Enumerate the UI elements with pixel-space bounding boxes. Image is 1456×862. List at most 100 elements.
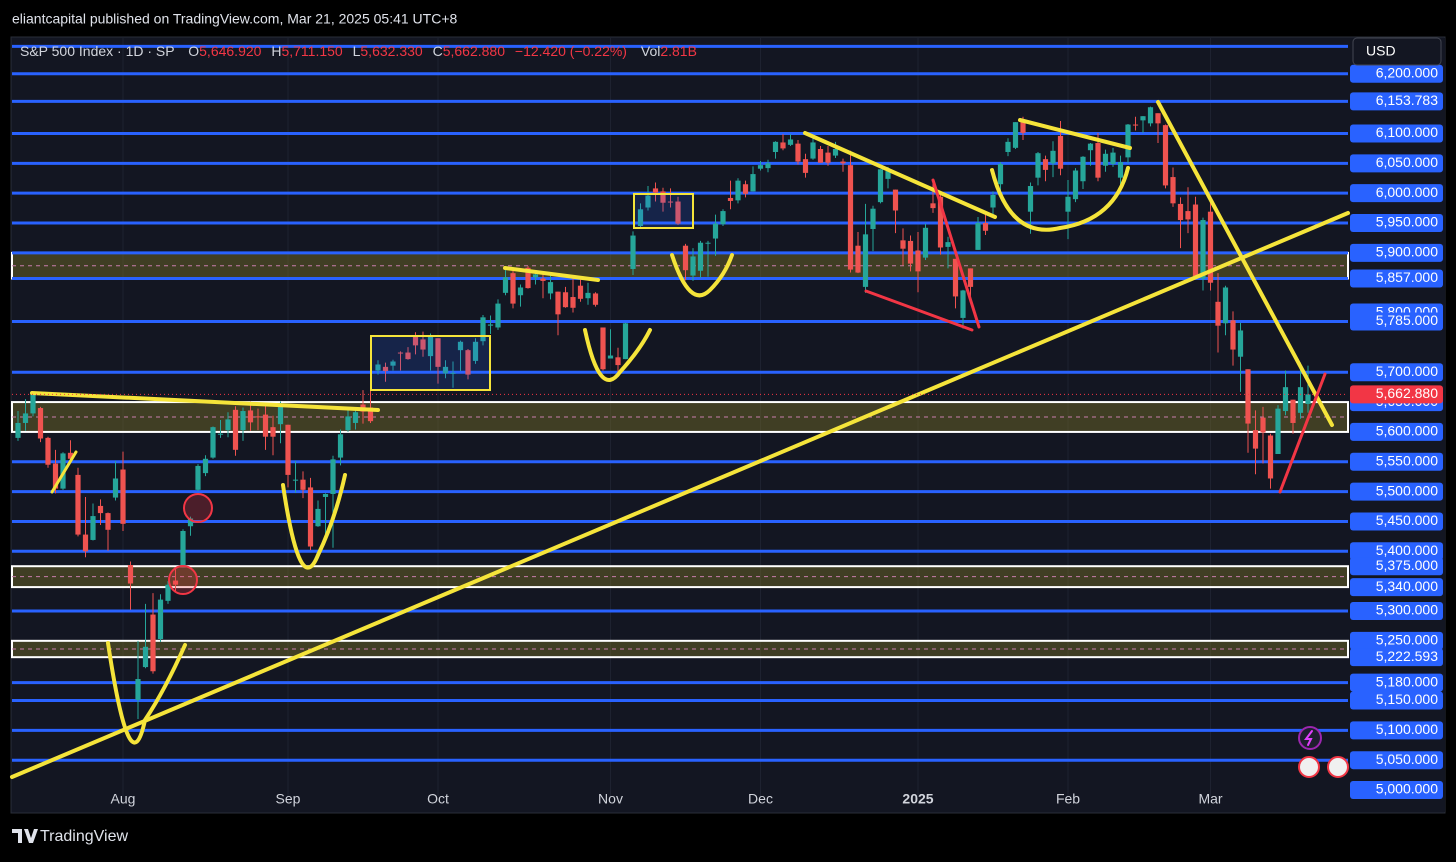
candle-body — [442, 366, 449, 374]
candle-body — [1162, 125, 1169, 186]
candle-body — [187, 518, 194, 527]
y-tick-label: 5,500.000 — [1376, 482, 1438, 498]
candle-body — [592, 293, 599, 305]
candle-body — [585, 292, 591, 299]
y-tick-label: 5,300.000 — [1376, 602, 1438, 618]
y-tick-label: 6,100.000 — [1376, 124, 1438, 140]
candle-body — [1170, 177, 1176, 204]
flag-icon[interactable] — [1327, 756, 1349, 778]
y-tick-label: 5,785.000 — [1376, 312, 1438, 328]
y-tick-label: 6,050.000 — [1376, 154, 1438, 170]
legend-value: 5,646.920 — [199, 43, 261, 59]
y-tick-box — [1350, 269, 1443, 288]
candle-body — [892, 189, 899, 211]
candle-body — [262, 414, 269, 437]
y-tick-label: 5,400.000 — [1376, 542, 1438, 558]
red-line — [1278, 372, 1327, 494]
candle-body — [510, 273, 516, 304]
trend-line — [10, 211, 1350, 779]
candle-body — [1215, 301, 1221, 326]
candle-body — [577, 285, 584, 299]
trend-line — [1018, 118, 1132, 150]
candle-body — [682, 245, 689, 271]
x-tick-label: 2025 — [902, 791, 933, 807]
cup-arc — [106, 641, 187, 745]
legend-row: S&P 500 Index · 1D · SP O5,646.920 H5,71… — [20, 43, 697, 59]
marker-circle — [168, 565, 198, 595]
last-price-box — [1350, 385, 1443, 404]
candle-body — [802, 159, 809, 173]
logo-text: TradingView — [40, 828, 128, 845]
legend-key: Vol — [641, 43, 660, 59]
candle-body — [472, 341, 479, 361]
candle-body — [345, 416, 351, 431]
candle-body — [922, 227, 929, 258]
y-tick-box — [1350, 452, 1443, 471]
candle-body — [772, 141, 779, 152]
candle-body — [15, 422, 21, 438]
trend-line — [503, 266, 600, 282]
candle-body — [172, 580, 179, 585]
y-tick-box — [1350, 578, 1443, 597]
footer-logo: TradingView — [12, 828, 128, 845]
candle-body — [465, 350, 471, 375]
y-tick-label: 5,340.000 — [1376, 578, 1438, 594]
y-tick-box — [1350, 243, 1443, 262]
legend-value: 2.81B — [660, 43, 697, 59]
candle-body — [307, 487, 314, 547]
candle-body — [435, 338, 441, 367]
candle-body — [862, 234, 869, 287]
red-line — [864, 289, 974, 332]
candle-body — [1177, 203, 1184, 221]
y-tick-box — [1350, 648, 1443, 667]
marker-circle — [183, 493, 213, 523]
candle-body — [900, 240, 906, 249]
legend-value: 5,711.150 — [281, 43, 342, 59]
candle-body — [1050, 150, 1056, 164]
candle-body — [390, 361, 396, 366]
y-tick-label: 5,700.000 — [1376, 363, 1438, 379]
y-tick-box — [1350, 214, 1443, 233]
legend-value: 5,662.880 — [443, 43, 505, 59]
candle-body — [240, 411, 246, 431]
currency-button[interactable] — [1352, 37, 1442, 66]
levels-layer — [11, 38, 1349, 796]
y-tick-box — [1350, 751, 1443, 770]
legend: S&P 500 Index · 1D · SP O5,646.920 H5,71… — [20, 43, 697, 59]
candle-body — [75, 474, 81, 535]
candle-body — [67, 452, 74, 459]
candle-body — [135, 679, 141, 700]
candle-body — [705, 242, 711, 244]
flag-icon[interactable] — [1298, 756, 1320, 778]
candle-body — [30, 391, 36, 414]
candle-body — [757, 165, 764, 169]
x-tick-label: Mar — [1198, 791, 1222, 807]
y-tick-box — [1350, 542, 1443, 561]
candle-body — [847, 165, 854, 270]
candle-body — [810, 142, 816, 159]
candle-body — [255, 416, 261, 418]
candle-body — [1072, 170, 1079, 200]
candle-body — [150, 614, 156, 672]
y-tick-box — [1350, 92, 1443, 111]
candle-body — [277, 403, 284, 425]
candle-body — [1132, 124, 1139, 126]
candle-body — [322, 493, 329, 497]
candle-body — [1147, 107, 1154, 124]
candle-body — [300, 479, 306, 490]
legend-value: 5,632.330 — [360, 43, 422, 59]
candle-body — [532, 274, 539, 278]
candle-body — [937, 196, 944, 248]
candle-body — [667, 201, 674, 203]
candle-body — [217, 433, 224, 435]
candle-body — [855, 245, 861, 273]
candle-body — [1087, 143, 1094, 151]
candle-body — [622, 323, 629, 360]
candle-body — [907, 240, 914, 264]
symbol-title: S&P 500 Index · 1D · SP — [20, 43, 174, 59]
candle-body — [630, 235, 636, 269]
candle-body — [397, 352, 404, 354]
candle-body — [960, 290, 966, 318]
x-tick-label: Feb — [1056, 791, 1080, 807]
